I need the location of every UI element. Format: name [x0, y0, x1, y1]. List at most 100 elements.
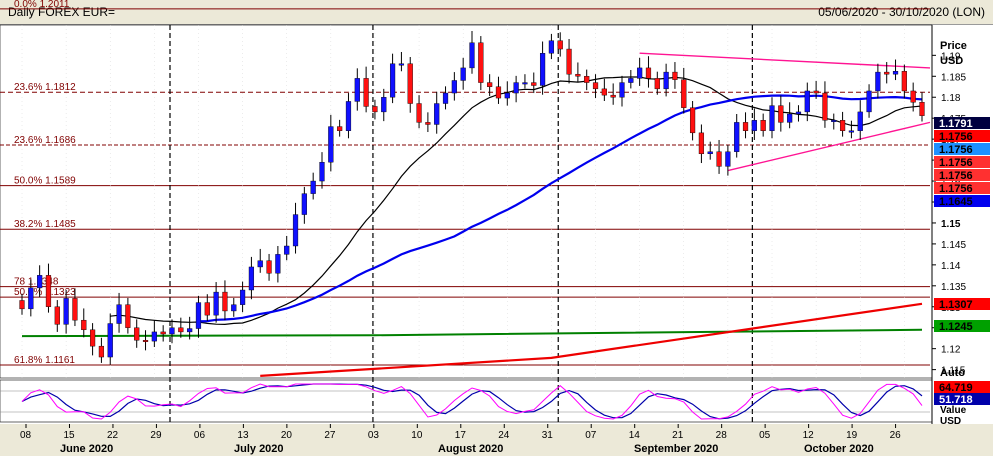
value-tag [934, 169, 990, 181]
value-tag [934, 117, 990, 129]
value-tag-label: 1.1791 [939, 118, 973, 130]
candle-body [81, 319, 87, 331]
candle-body [319, 161, 325, 182]
candle-body [469, 42, 475, 69]
candle-body [125, 304, 131, 328]
candle-body [107, 323, 113, 358]
candle-body [89, 329, 96, 347]
upper-trendline [639, 52, 931, 69]
value-tag-label: 1.1645 [939, 196, 973, 208]
value-tag [934, 156, 990, 168]
y-tick-label: 1.15 [941, 219, 961, 230]
candle-body [672, 71, 678, 80]
value-tag [934, 381, 990, 393]
candle-body [778, 105, 784, 123]
candle-body [637, 67, 643, 79]
candle-body [328, 126, 334, 163]
candle-body [787, 113, 793, 123]
y-tick-label: 1.14 [941, 261, 961, 272]
candle-body [681, 79, 687, 108]
price-axis-title: Price [940, 40, 967, 52]
candle-body [337, 126, 343, 131]
y-tick-label: 1.12 [941, 345, 961, 356]
value-tag [934, 298, 990, 310]
candle-body [257, 260, 263, 268]
candle-body [231, 304, 237, 312]
ma-mid-line [198, 94, 923, 323]
candle-body [910, 90, 916, 103]
candle-body [795, 111, 802, 115]
candle-body [628, 78, 634, 83]
candle-body [857, 111, 863, 131]
candle-body [239, 289, 246, 305]
candle-body [301, 193, 307, 215]
candle-body [584, 76, 590, 83]
fib-label: 38.2% 1.1485 [14, 219, 76, 230]
osc-fast-line [21, 383, 923, 420]
candle-body [134, 327, 140, 341]
lower-trendline [727, 121, 931, 172]
candle-body [54, 306, 60, 325]
y-tick-label: 1.145 [941, 240, 966, 251]
candle-body [513, 82, 519, 94]
candle-body [619, 82, 625, 98]
candle-body [804, 90, 810, 113]
x-tick-label: 03 [368, 430, 380, 441]
x-tick-label: 08 [20, 430, 32, 441]
month-label: August 2020 [438, 443, 503, 455]
value-tag-label: 1.1245 [939, 321, 973, 333]
candle-body [195, 302, 202, 329]
candle-body [284, 245, 290, 255]
candle-body [654, 78, 660, 90]
x-tick-label: 27 [324, 430, 336, 441]
month-label: July 2020 [234, 443, 284, 455]
value-tag [934, 320, 990, 332]
x-tick-label: 05 [759, 430, 771, 441]
x-tick-label: 07 [585, 430, 597, 441]
y-tick-label: 1.135 [941, 282, 966, 293]
y-tick-label: 1.18 [941, 93, 961, 104]
x-axis-band [0, 424, 993, 456]
x-tick-label: 31 [542, 430, 554, 441]
candle-body [707, 151, 713, 155]
candle-body [451, 80, 457, 94]
candle-body [213, 291, 219, 316]
candle-body [310, 180, 316, 194]
candle-body [760, 120, 766, 131]
fib-label: 0.0% 1.2011 [14, 0, 70, 10]
x-tick-label: 20 [281, 430, 293, 441]
candle-body [725, 151, 731, 167]
x-tick-label: 28 [716, 430, 728, 441]
candle-body [354, 78, 360, 102]
month-label: June 2020 [60, 443, 113, 455]
candle-body [487, 82, 493, 87]
candle-body [831, 120, 837, 122]
candle-body [416, 103, 422, 123]
value-tag-label: 1.1756 [939, 144, 973, 156]
value-tag-label: 1.1756 [939, 157, 973, 169]
candle-body [37, 275, 43, 289]
value-tag [934, 130, 990, 142]
candle-body [875, 71, 881, 92]
candle-body [275, 254, 281, 274]
candle-body [389, 63, 396, 98]
fib-label: 50.0% 1.1323 [14, 287, 76, 298]
x-tick-label: 13 [237, 430, 249, 441]
candle-body [345, 101, 352, 131]
candle-body [610, 94, 616, 98]
candle-body [884, 71, 890, 75]
x-tick-label: 19 [846, 430, 858, 441]
candle-body [19, 300, 25, 310]
x-tick-label: 26 [890, 430, 902, 441]
y-tick-label: 1.185 [941, 72, 966, 83]
candle-body [575, 73, 581, 77]
candle-body [407, 63, 413, 104]
x-tick-label: 21 [672, 430, 684, 441]
candle-body [248, 266, 255, 291]
x-tick-label: 24 [498, 430, 510, 441]
candle-body [142, 340, 149, 342]
oscillator-pane [0, 379, 933, 423]
candle-body [28, 287, 34, 310]
